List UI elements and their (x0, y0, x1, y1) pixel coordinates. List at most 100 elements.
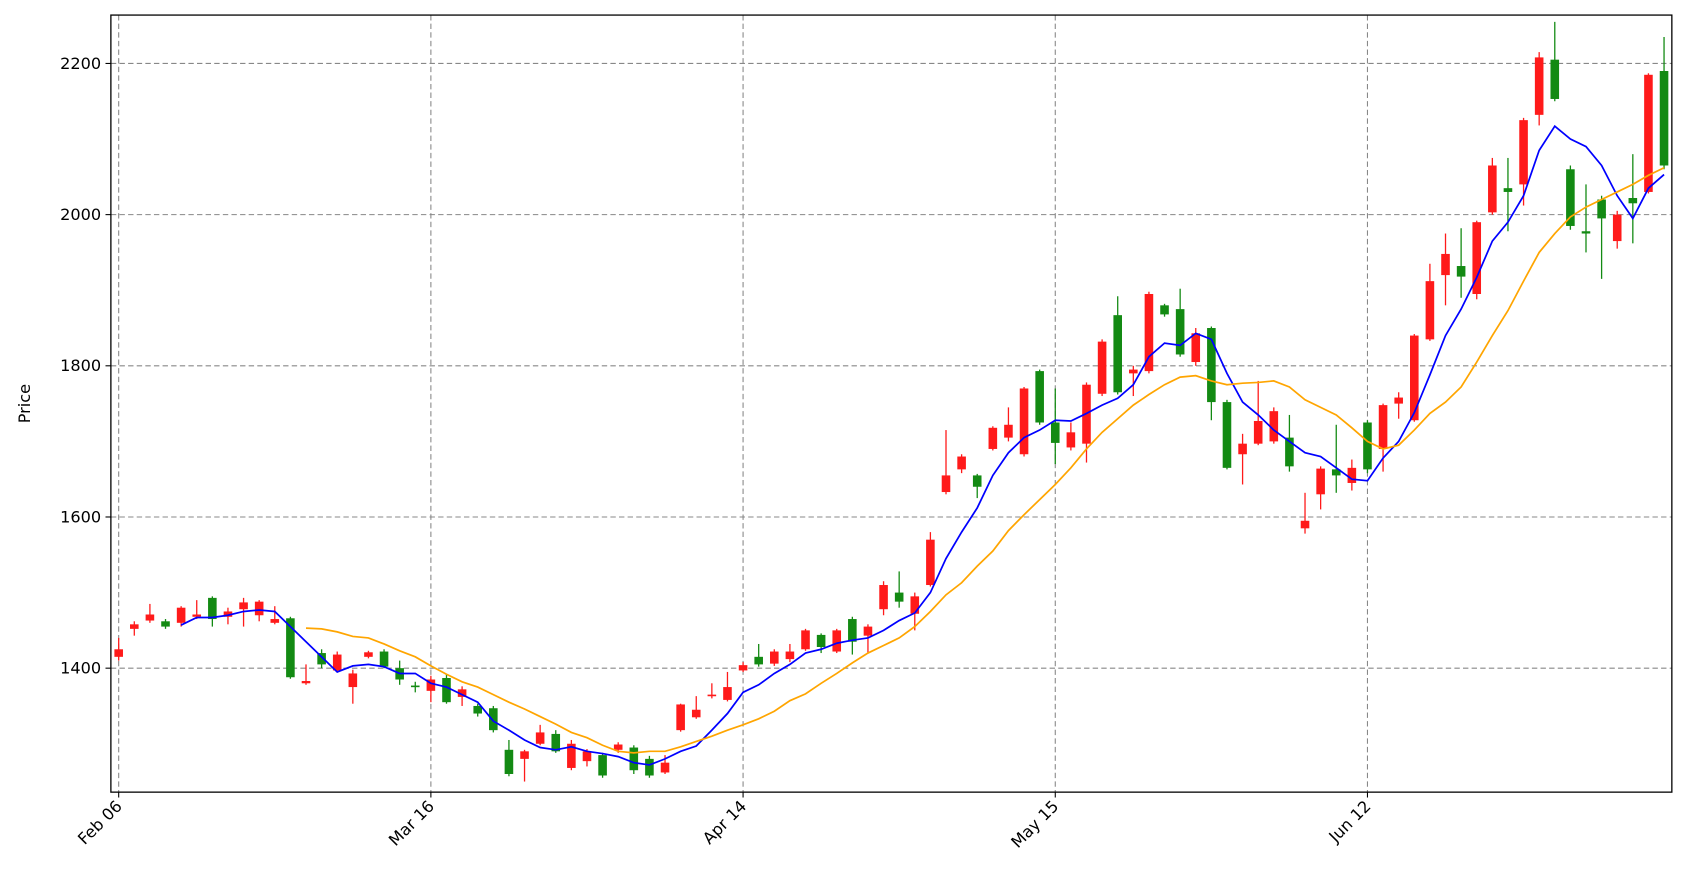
candle-body (613, 744, 623, 750)
candle-body (567, 743, 576, 768)
candle-body (364, 652, 373, 657)
candle-body (1207, 328, 1216, 403)
candle-body (1004, 424, 1013, 438)
candle-body (1581, 231, 1591, 234)
candle-body (1519, 120, 1528, 185)
candle-body (1456, 266, 1466, 277)
candle-body (676, 704, 685, 731)
candle-body (1331, 469, 1341, 476)
moving-average-line (180, 124, 1665, 766)
candle-body (410, 685, 420, 688)
candle-body (832, 630, 842, 652)
candle-body (1425, 281, 1435, 340)
candle-body (332, 654, 342, 671)
candle-body (1222, 402, 1232, 468)
candle-body (926, 539, 935, 586)
candle-body (941, 475, 951, 493)
candle-body (1097, 341, 1107, 394)
candle-body (1488, 165, 1497, 213)
candle-body (520, 751, 529, 759)
y-tick-label: 1600 (60, 507, 101, 526)
candle-body (535, 732, 545, 744)
candle-body (770, 651, 779, 664)
y-tick-label: 1800 (60, 356, 101, 375)
candle-body (848, 619, 857, 642)
candle-body (894, 592, 904, 602)
candle-body (988, 427, 998, 449)
candle-body (972, 475, 982, 487)
candle-body (1503, 188, 1513, 192)
candle-body (1191, 333, 1201, 363)
candle-body (957, 456, 966, 470)
candle-body (598, 755, 607, 776)
y-axis-label: Price (15, 384, 34, 423)
candle-body (1566, 169, 1575, 226)
candle-body (1253, 420, 1263, 444)
candle-body (348, 673, 358, 688)
y-tick-label: 2000 (60, 205, 101, 224)
candle-body (1628, 197, 1638, 204)
candle-body (161, 621, 170, 627)
candle-body (723, 687, 732, 700)
candle-body (1394, 397, 1403, 404)
candle-body (1269, 411, 1279, 442)
candle-body (645, 758, 654, 776)
candle-body (629, 747, 639, 771)
candle-body (910, 596, 920, 614)
candle-body (1129, 369, 1138, 374)
candle-body (707, 694, 717, 697)
candle-body (114, 649, 123, 657)
candle-body (785, 651, 795, 660)
candle-body (208, 597, 217, 620)
candle-body (1472, 222, 1482, 294)
candle-body (239, 602, 248, 610)
candle-body (1597, 199, 1606, 219)
candle-body (317, 653, 326, 665)
candle-body (1160, 305, 1169, 315)
candle-body (442, 677, 451, 703)
candle-body (1347, 467, 1357, 483)
candle-body (270, 619, 280, 623)
candle-body (863, 626, 873, 636)
candle-body (1175, 309, 1185, 355)
candle-body (286, 618, 295, 678)
candle-body (1238, 443, 1247, 455)
candle-body (1035, 371, 1044, 423)
candle-body (738, 665, 748, 671)
candle-body (1659, 71, 1669, 166)
candle-body (754, 656, 763, 665)
candle-body (379, 651, 389, 667)
candle-body (192, 614, 202, 617)
candle-body (1612, 214, 1622, 242)
candle-body (457, 689, 467, 697)
candle-body (426, 679, 436, 691)
candle-body (254, 601, 264, 616)
candle-body (176, 607, 186, 623)
candle-body (1113, 315, 1123, 393)
candle-body (1066, 432, 1076, 448)
candle-body (473, 705, 483, 714)
candle-body (879, 585, 888, 610)
candle-body (1644, 74, 1653, 192)
candle-body (660, 762, 670, 773)
candle-body (582, 751, 592, 762)
candle-body (551, 733, 561, 752)
candle-body (691, 709, 701, 718)
candle-body (301, 681, 311, 684)
candle-body (1019, 388, 1029, 455)
candle-body (1363, 422, 1372, 470)
candle-body (1050, 422, 1060, 443)
plot-frame (110, 14, 1673, 793)
candle-body (1409, 335, 1419, 421)
y-tick-label: 2200 (60, 54, 101, 73)
candle-body (1378, 405, 1388, 449)
candle-body (130, 624, 139, 629)
moving-average-line (305, 166, 1665, 754)
candle-body (1550, 59, 1560, 99)
candle-body (145, 614, 155, 621)
candle-body (1300, 520, 1310, 529)
candle-body (1144, 293, 1154, 372)
